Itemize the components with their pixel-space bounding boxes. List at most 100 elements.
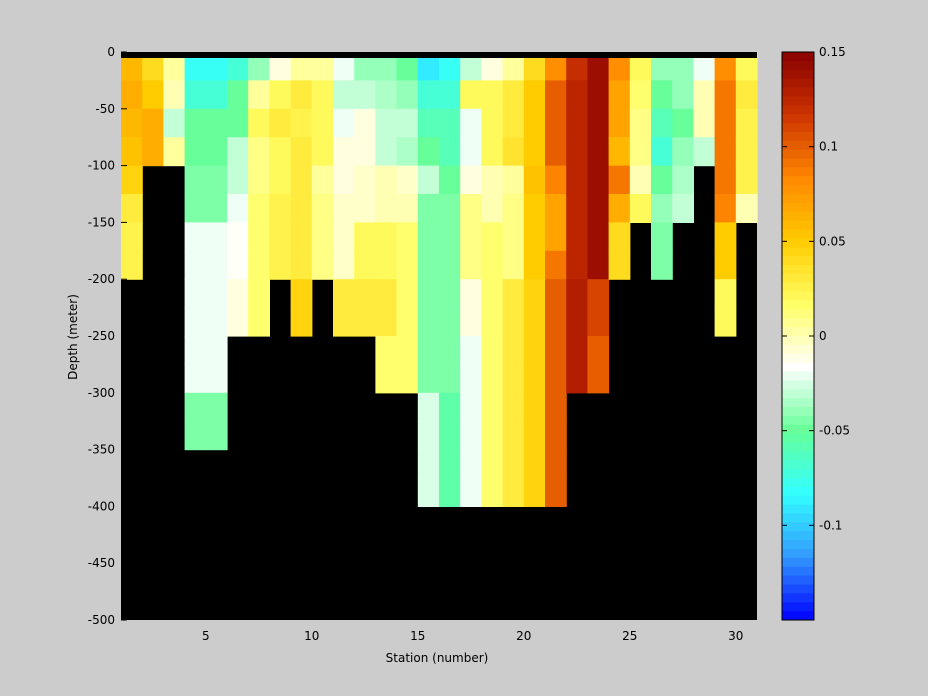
heatmap-cell (375, 52, 398, 81)
heatmap-cell (566, 222, 588, 252)
heatmap-cell (651, 137, 673, 167)
heatmap-cell (396, 250, 419, 280)
heatmap-cell (460, 279, 482, 309)
heatmap-cell (354, 137, 376, 167)
heatmap-cell (354, 194, 376, 223)
heatmap-cell (333, 52, 355, 81)
heatmap-cell (481, 108, 504, 138)
heatmap-cell (672, 80, 694, 110)
heatmap-cell (333, 250, 355, 280)
heatmap-cell (481, 137, 504, 167)
heatmap-cell (227, 80, 249, 110)
colorbar-tick-label: 0.15 (819, 45, 846, 59)
heatmap-cell (481, 165, 504, 195)
heatmap-cell (545, 307, 567, 337)
heatmap-cell (290, 108, 313, 138)
colorbar-step (782, 131, 814, 142)
heatmap-cell (629, 194, 652, 223)
heatmap-cell (460, 336, 482, 365)
heatmap-cell (672, 165, 694, 195)
y-tick-label: -200 (88, 272, 115, 286)
heatmap-cell (417, 449, 440, 479)
heatmap-cell (481, 392, 504, 422)
heatmap-cell (396, 52, 419, 81)
heatmap-cell (121, 250, 143, 280)
heatmap-cell (566, 108, 588, 138)
colorbar-step (782, 371, 814, 381)
colorbar-step (782, 167, 814, 177)
colorbar-step (782, 575, 814, 586)
colorbar-step (782, 478, 814, 488)
colorbar-step (782, 593, 814, 603)
heatmap-cell (184, 108, 207, 138)
heatmap-cell (396, 80, 419, 110)
heatmap-cell (714, 80, 737, 110)
heatmap-cell (460, 52, 482, 81)
heatmap-cell (311, 222, 334, 252)
heatmap-cell (184, 52, 207, 81)
heatmap-cell (439, 478, 461, 507)
heatmap-cell (714, 194, 737, 223)
heatmap-cell (205, 279, 228, 309)
colorbar-step (782, 495, 814, 506)
colorbar-tick-label: 0 (819, 329, 827, 343)
heatmap-cell (523, 336, 546, 365)
heatmap-cell (375, 307, 398, 337)
heatmap-cell (545, 279, 567, 309)
heatmap-cell (248, 80, 270, 110)
heatmap-cell (523, 194, 546, 223)
heatmap-cell (290, 137, 313, 167)
heatmap-cell (714, 307, 737, 337)
heatmap-cell (566, 364, 588, 394)
heatmap-cell (227, 137, 249, 167)
heatmap-cell (460, 307, 482, 337)
heatmap-cell (460, 108, 482, 138)
heatmap-cell (587, 336, 610, 365)
colorbar-step (782, 460, 814, 470)
heatmap-cell (121, 52, 143, 81)
heatmap-cell (672, 52, 694, 81)
heatmap-cell (439, 307, 461, 337)
heatmap-cell (396, 194, 419, 223)
heatmap-cell (523, 364, 546, 394)
heatmap-cell (502, 137, 525, 167)
heatmap-cell (735, 194, 758, 223)
heatmap-cell (502, 52, 525, 81)
heatmap-cell (439, 364, 461, 394)
heatmap-cell (735, 80, 758, 110)
heatmap-cell (714, 279, 737, 309)
heatmap-cell (184, 137, 207, 167)
colorbar-step (782, 504, 814, 515)
heatmap-cell (481, 478, 504, 507)
heatmap-cell (672, 108, 694, 138)
heatmap-cell (545, 194, 567, 223)
heatmap-cell (608, 137, 631, 167)
heatmap-cell (205, 165, 228, 195)
heatmap-cell (460, 194, 482, 223)
y-tick-label: -300 (88, 386, 115, 400)
heatmap-cell (417, 80, 440, 110)
y-tick-label: -100 (88, 159, 115, 173)
heatmap-cell (714, 137, 737, 167)
heatmap-cell (608, 52, 631, 81)
heatmap-cell (227, 52, 249, 81)
heatmap-cell (396, 222, 419, 252)
colorbar-tick-label: -0.1 (819, 518, 842, 532)
heatmap-cell (375, 364, 398, 394)
heatmap-cell (651, 108, 673, 138)
heatmap-cell (248, 194, 270, 223)
colorbar-step (782, 247, 814, 257)
y-tick-label: -50 (95, 102, 115, 116)
heatmap-cell (354, 307, 376, 337)
heatmap-cell (205, 222, 228, 252)
heatmap-cell (311, 194, 334, 223)
heatmap-cell (396, 165, 419, 195)
colorbar-step (782, 327, 814, 337)
heatmap-cell (587, 165, 610, 195)
plot-area: 5 10 15 20 25 30 0 -50 -100 -150 -200 -250 -300 -350… (66, 45, 758, 665)
heatmap-cell (502, 449, 525, 479)
x-tick-label: 10 (304, 629, 319, 643)
plot-top-band (121, 52, 757, 58)
colorbar-step (782, 96, 814, 106)
